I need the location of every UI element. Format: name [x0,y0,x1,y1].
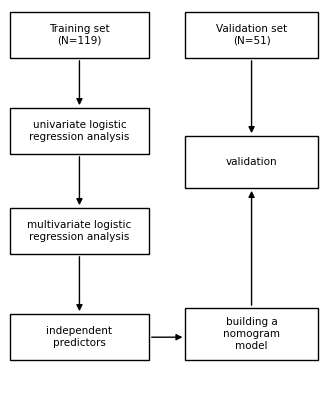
Text: Validation set
(N=51): Validation set (N=51) [216,24,287,46]
Text: building a
nomogram
model: building a nomogram model [223,318,280,350]
FancyBboxPatch shape [185,136,318,188]
FancyBboxPatch shape [10,314,149,360]
FancyBboxPatch shape [185,308,318,360]
FancyBboxPatch shape [10,208,149,254]
Text: validation: validation [226,157,277,167]
Text: multivariate logistic
regression analysis: multivariate logistic regression analysi… [27,220,131,242]
FancyBboxPatch shape [10,12,149,58]
Text: independent
predictors: independent predictors [46,326,113,348]
Text: Training set
(N=119): Training set (N=119) [49,24,110,46]
Text: univariate logistic
regression analysis: univariate logistic regression analysis [29,120,130,142]
FancyBboxPatch shape [185,12,318,58]
FancyBboxPatch shape [10,108,149,154]
